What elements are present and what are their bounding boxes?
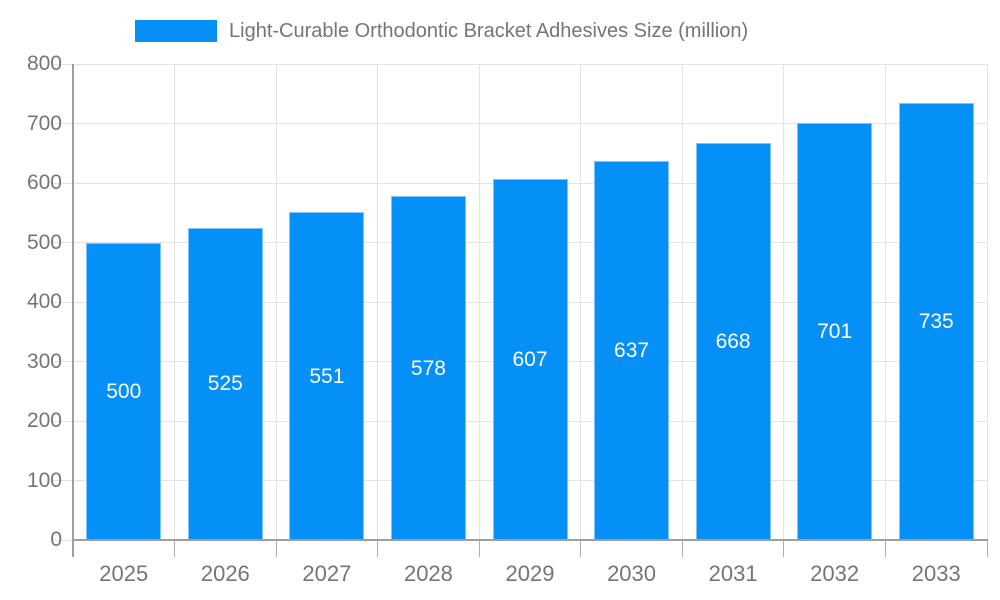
bar-value-label: 735 <box>918 309 954 333</box>
y-axis-tick <box>52 539 73 541</box>
x-axis-tick-label: 2027 <box>302 561 352 586</box>
bar: 735 <box>898 102 974 540</box>
y-axis-tick <box>52 301 73 303</box>
bar: 525 <box>187 227 263 540</box>
x-axis-tick <box>478 540 480 557</box>
bar-value-label: 701 <box>817 319 853 343</box>
gridline-vertical <box>783 64 785 540</box>
x-axis-tick <box>580 540 582 557</box>
x-axis-tick <box>783 540 785 557</box>
y-axis-tick-label: 400 <box>26 290 62 313</box>
bar-value-label: 525 <box>207 372 243 396</box>
y-axis-tick-label: 200 <box>26 409 62 432</box>
y-axis-tick-label: 0 <box>50 528 62 551</box>
bar-value-label: 578 <box>410 356 446 380</box>
bar-value-label: 668 <box>715 329 751 353</box>
x-axis-tick-label: 2028 <box>403 561 453 586</box>
y-axis-tick-label: 600 <box>26 171 62 194</box>
x-axis-tick <box>275 540 277 557</box>
gridline-horizontal <box>73 63 987 65</box>
y-axis-tick <box>52 123 73 124</box>
gridline-vertical <box>377 64 379 540</box>
gridline-vertical <box>681 64 683 540</box>
x-axis-tick-label: 2032 <box>810 561 860 586</box>
y-axis-tick-label: 300 <box>26 349 62 373</box>
gridline-vertical <box>275 64 277 540</box>
x-axis-line <box>73 539 988 541</box>
x-axis-tick-label: 2033 <box>911 561 961 586</box>
bar: 607 <box>492 178 568 540</box>
y-axis-tick <box>52 361 73 362</box>
bar: 701 <box>797 122 873 540</box>
gridline-vertical <box>174 64 176 540</box>
bar: 637 <box>594 160 670 540</box>
bar: 668 <box>695 142 771 540</box>
bar-value-label: 607 <box>512 347 548 371</box>
gridline-vertical <box>478 64 480 540</box>
x-axis-tick-label: 2025 <box>99 561 149 586</box>
x-axis-tick <box>377 540 379 557</box>
y-axis-tick <box>52 63 73 65</box>
x-axis-tick-label: 2029 <box>505 561 555 586</box>
legend-swatch <box>135 20 217 42</box>
y-axis-tick <box>52 182 73 184</box>
y-axis-tick <box>52 480 73 481</box>
x-axis-tick <box>681 540 683 557</box>
gridline-horizontal <box>73 123 987 124</box>
x-axis-tick-label: 2030 <box>607 561 657 586</box>
gridline-vertical <box>580 64 582 540</box>
x-axis-tick-label: 2031 <box>708 561 758 586</box>
y-axis-tick-label: 500 <box>26 230 62 254</box>
y-axis-line <box>72 64 74 557</box>
gridline-vertical <box>884 64 886 540</box>
y-axis-tick <box>52 242 73 243</box>
x-axis-tick <box>986 540 988 557</box>
gridline-vertical <box>986 64 988 540</box>
bar-value-label: 551 <box>309 364 345 388</box>
x-axis-tick-label: 2026 <box>200 561 250 586</box>
chart-legend: Light-Curable Orthodontic Bracket Adhesi… <box>135 18 748 44</box>
y-axis-tick-label: 800 <box>26 52 62 75</box>
x-axis-tick <box>884 540 886 557</box>
bar-value-label: 637 <box>614 338 650 362</box>
x-axis-tick <box>174 540 176 557</box>
y-axis-tick-label: 100 <box>26 468 62 492</box>
bar: 578 <box>390 196 466 540</box>
y-axis-tick-label: 700 <box>26 111 62 135</box>
bar-value-label: 500 <box>106 379 142 403</box>
y-axis-tick <box>52 420 73 422</box>
bar: 551 <box>289 212 365 540</box>
legend-label: Light-Curable Orthodontic Bracket Adhesi… <box>229 19 749 42</box>
bar: 500 <box>86 242 162 540</box>
